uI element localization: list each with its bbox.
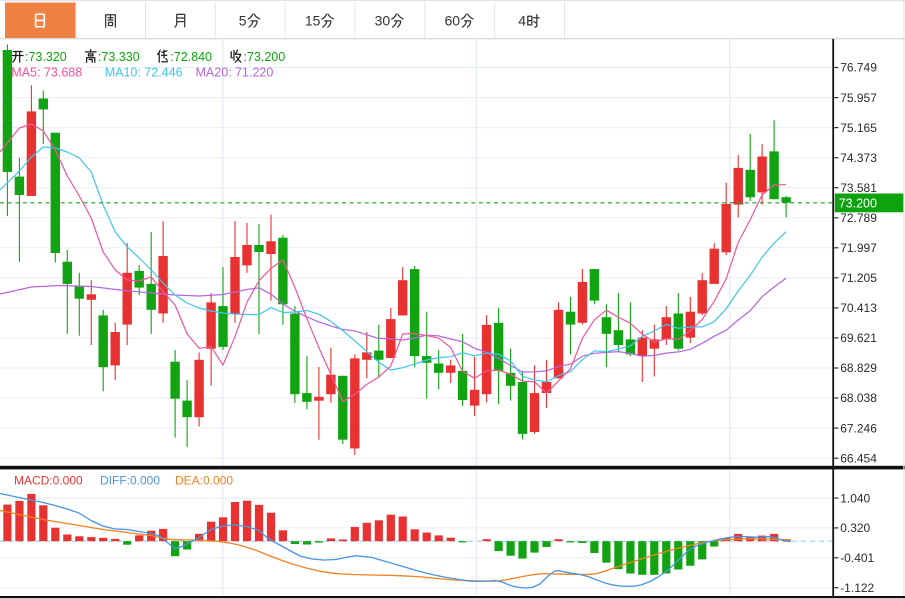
svg-text:75.957: 75.957 — [840, 91, 877, 105]
svg-text:71.997: 71.997 — [840, 241, 877, 255]
svg-text::73.200: :73.200 — [244, 50, 286, 64]
svg-text:DEA:0.000: DEA:0.000 — [175, 474, 233, 488]
svg-text::72.840: :72.840 — [170, 50, 212, 64]
svg-text::73.320: :73.320 — [25, 50, 67, 64]
svg-text:73.200: 73.200 — [839, 196, 877, 210]
svg-text:DIFF:0.000: DIFF:0.000 — [100, 474, 160, 488]
svg-text:4: 4 — [518, 13, 526, 29]
svg-text:73.581: 73.581 — [840, 181, 877, 195]
svg-text:-0.401: -0.401 — [840, 551, 874, 565]
svg-text:69.621: 69.621 — [840, 331, 877, 345]
svg-text:75.165: 75.165 — [840, 121, 877, 135]
svg-text:MA10: 72.446: MA10: 72.446 — [105, 65, 183, 79]
svg-text:5: 5 — [239, 13, 247, 29]
svg-text:15: 15 — [305, 13, 321, 29]
svg-text:-1.122: -1.122 — [840, 581, 874, 595]
svg-text:60: 60 — [445, 13, 461, 29]
svg-text:66.454: 66.454 — [840, 451, 877, 465]
svg-text:MACD:0.000: MACD:0.000 — [14, 474, 83, 488]
svg-text:76.749: 76.749 — [840, 61, 877, 75]
svg-text:0.320: 0.320 — [840, 521, 870, 535]
svg-text:MA20: 71.220: MA20: 71.220 — [196, 65, 274, 79]
svg-text:30: 30 — [375, 13, 391, 29]
svg-text:72.789: 72.789 — [840, 211, 877, 225]
svg-text:74.373: 74.373 — [840, 151, 877, 165]
svg-text::73.330: :73.330 — [98, 50, 140, 64]
svg-text:1.040: 1.040 — [840, 491, 870, 505]
svg-text:67.246: 67.246 — [840, 421, 877, 435]
svg-text:70.413: 70.413 — [840, 301, 877, 315]
svg-text:MA5: 73.688: MA5: 73.688 — [11, 65, 82, 79]
svg-text:71.205: 71.205 — [840, 271, 877, 285]
svg-text:68.038: 68.038 — [840, 391, 877, 405]
svg-text:68.829: 68.829 — [840, 361, 877, 375]
